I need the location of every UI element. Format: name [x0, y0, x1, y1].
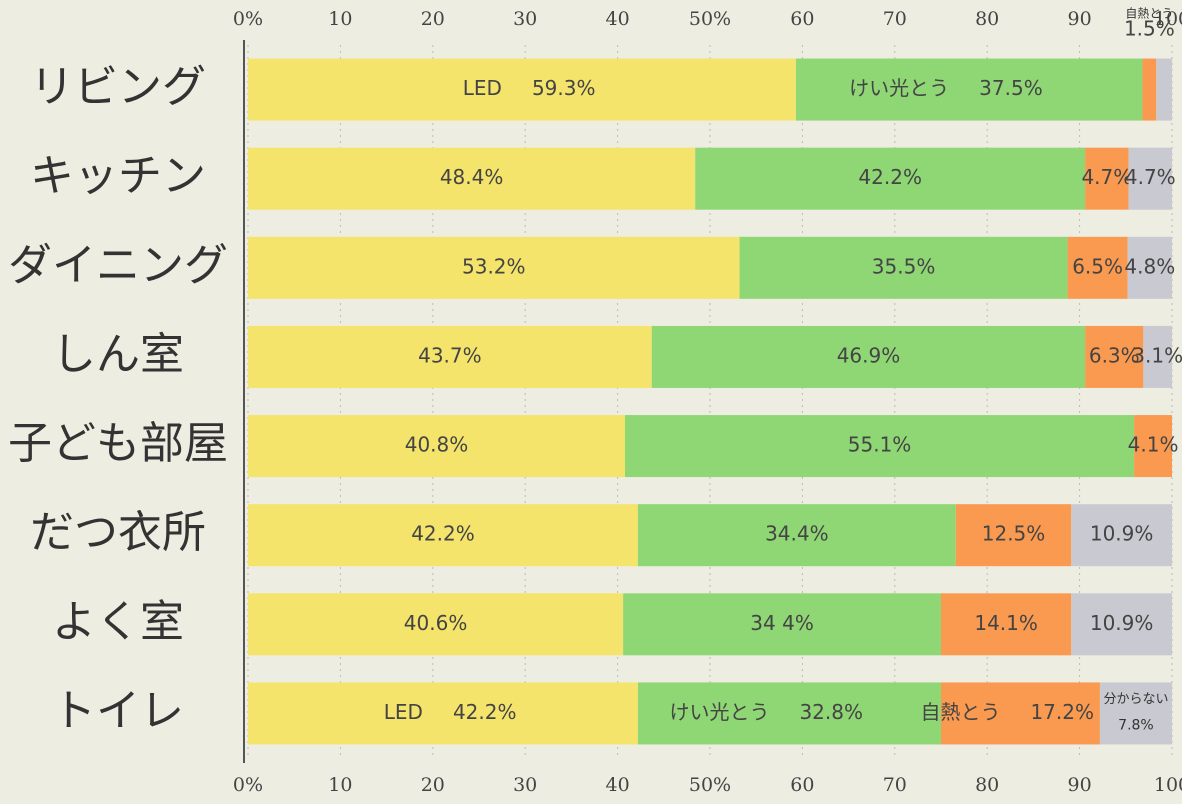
value-label: 34.4% — [765, 522, 829, 546]
value-label: 3.1% — [1132, 343, 1182, 367]
x-tick-label: 70 — [883, 8, 907, 30]
value-label: 37.5% — [979, 76, 1043, 100]
value-label: 42.2% — [858, 165, 922, 189]
x-tick-label: 90 — [1068, 774, 1092, 796]
value-label: 6.5% — [1072, 254, 1123, 278]
series-name: 分からない — [1103, 692, 1168, 707]
value-label: 53.2% — [462, 254, 526, 278]
value-label: 32.8% — [799, 700, 863, 724]
x-tick-label: 10 — [328, 774, 352, 796]
x-tick-label: 0% — [233, 8, 263, 30]
x-tick-label: 10 — [328, 8, 352, 30]
category-label: リビング — [30, 62, 206, 113]
value-label: 7.8% — [1118, 717, 1154, 733]
value-label: 34 4% — [750, 611, 814, 635]
bar-segment — [1156, 59, 1172, 121]
value-label: 10.9% — [1090, 611, 1154, 635]
value-label: 12.5% — [982, 522, 1046, 546]
x-tick-label: 30 — [513, 774, 537, 796]
bar-segment — [248, 59, 796, 121]
value-label: 42.2% — [453, 700, 517, 724]
chart: 0% 0% 10 10 20 20 30 30 40 40 50% 50% 60 60 70 70 80 80 90… — [0, 0, 1182, 804]
category-label: よく室 — [52, 596, 184, 647]
value-label: 17.2% — [1030, 700, 1094, 724]
x-tick-label: 90 — [1068, 8, 1092, 30]
value-label: 4.8% — [1124, 254, 1175, 278]
category-label: 子ども部屋 — [8, 418, 228, 469]
x-tick-label: 80 — [975, 8, 999, 30]
bar-segment — [796, 59, 1143, 121]
x-tick-label: 0% — [233, 774, 263, 796]
x-tick-label: 50% — [689, 8, 731, 30]
series-name: 自熱とう — [1125, 7, 1173, 21]
value-label: 46.9% — [837, 343, 901, 367]
bar-segment — [248, 682, 638, 744]
series-name: LED — [463, 76, 502, 100]
value-label: 35.5% — [872, 254, 936, 278]
series-name: けい光とう — [849, 76, 949, 100]
x-tick-label: 20 — [421, 8, 445, 30]
series-name: LED — [384, 700, 423, 724]
value-label: 4.7% — [1125, 165, 1176, 189]
x-tick-label: 70 — [883, 774, 907, 796]
value-label: 59.3% — [532, 76, 596, 100]
value-label: 42.2% — [411, 522, 475, 546]
value-label: 4.1% — [1128, 433, 1179, 457]
category-label: ダイニング — [8, 240, 228, 291]
category-label: キッチン — [30, 151, 206, 202]
x-tick-label: 80 — [975, 774, 999, 796]
value-label: 10.9% — [1090, 522, 1154, 546]
value-label: 40.8% — [405, 433, 469, 457]
x-tick-label: 100 — [1154, 774, 1182, 796]
value-label: 43.7% — [418, 343, 482, 367]
series-name: 自熱とう — [920, 700, 1000, 724]
x-tick-label: 40 — [606, 8, 630, 30]
value-label: 48.4% — [440, 165, 504, 189]
x-tick-label: 30 — [513, 8, 537, 30]
category-label: トイレ — [52, 685, 184, 736]
series-name: けい光とう — [669, 700, 769, 724]
category-label: だつ衣所 — [30, 507, 206, 558]
x-tick-label: 40 — [606, 774, 630, 796]
x-tick-label: 50% — [689, 774, 731, 796]
category-label: しん室 — [52, 329, 184, 380]
bar-segment — [1142, 59, 1156, 121]
value-label: 14.1% — [974, 611, 1038, 635]
x-tick-label: 60 — [790, 8, 814, 30]
value-label: 55.1% — [848, 433, 912, 457]
value-label: 40.6% — [404, 611, 468, 635]
x-tick-label: 20 — [421, 774, 445, 796]
x-tick-label: 60 — [790, 774, 814, 796]
